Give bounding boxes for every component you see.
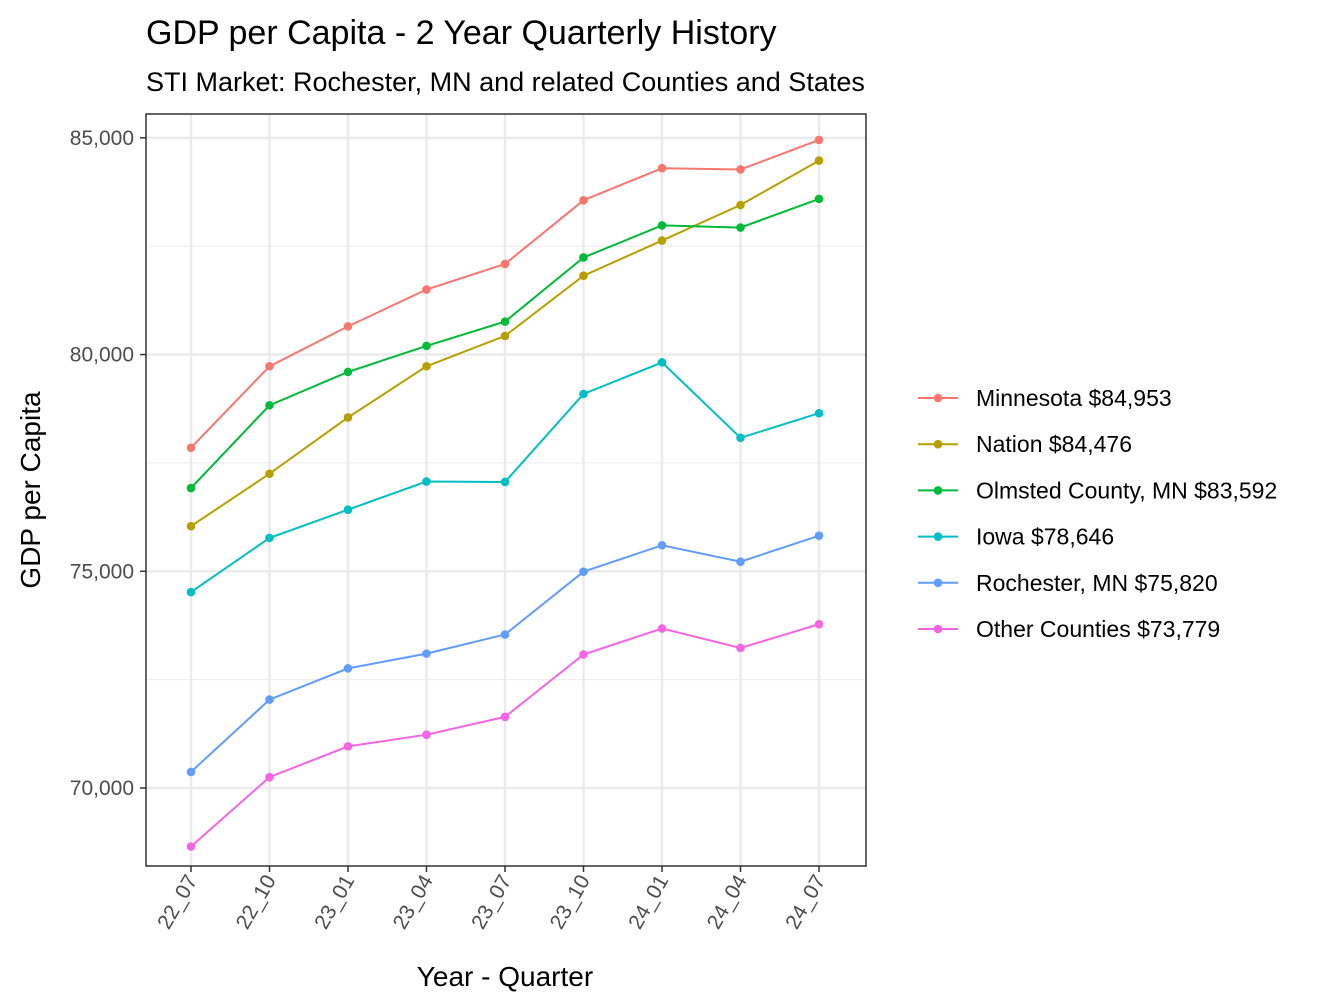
data-point <box>500 259 510 269</box>
legend-label: Nation $84,476 <box>976 431 1132 457</box>
legend-label: Olmsted County, MN $83,592 <box>976 477 1277 503</box>
data-point <box>265 533 274 543</box>
legend: Minnesota $84,953 Nation $84,476 Olmsted C… <box>918 385 1277 642</box>
data-point <box>814 135 824 145</box>
data-point <box>579 650 588 659</box>
data-point <box>657 358 667 367</box>
legend-key-point <box>933 532 943 541</box>
y-axis: 70,000 75,000 80,000 85,000 <box>70 127 146 800</box>
data-point <box>814 156 824 165</box>
data-point <box>343 505 353 515</box>
data-point <box>736 223 745 232</box>
legend-label: Iowa $78,646 <box>976 524 1114 550</box>
data-point <box>186 483 196 493</box>
data-point <box>422 361 431 371</box>
legend-item: Rochester, MN $75,820 <box>918 570 1218 596</box>
data-point <box>343 664 353 673</box>
data-point <box>500 317 510 326</box>
legend-item: Olmsted County, MN $83,592 <box>918 477 1277 503</box>
data-point <box>657 163 667 173</box>
data-point <box>422 477 431 486</box>
data-point <box>814 408 824 418</box>
legend-key-point <box>933 624 943 634</box>
legend-key-point <box>933 486 943 495</box>
y-tick-label: 80,000 <box>70 344 134 367</box>
y-tick-label: 85,000 <box>70 127 134 150</box>
data-point <box>814 531 824 541</box>
series-nation <box>186 156 824 531</box>
legend-item: Iowa $78,646 <box>918 524 1114 550</box>
data-point <box>343 322 353 331</box>
legend-key-point <box>933 393 943 403</box>
y-axis-title: GDP per Capita <box>15 391 46 589</box>
data-point <box>500 712 510 722</box>
data-point <box>500 477 510 487</box>
data-point <box>265 772 274 782</box>
data-point <box>736 557 745 567</box>
grid <box>146 114 866 866</box>
data-point <box>186 842 196 851</box>
series-layer <box>186 135 824 851</box>
data-point <box>579 389 588 399</box>
data-point <box>186 587 196 597</box>
data-point <box>265 695 274 704</box>
legend-item: Minnesota $84,953 <box>918 385 1172 411</box>
data-point <box>579 271 588 280</box>
legend-label: Other Counties $73,779 <box>976 616 1220 642</box>
panel-border <box>145 113 867 867</box>
legend-key-point <box>933 439 943 449</box>
data-point <box>186 767 196 777</box>
data-point <box>657 236 667 245</box>
series-rochester-mn <box>186 531 824 777</box>
data-point <box>265 361 274 371</box>
data-point <box>422 730 431 739</box>
data-point <box>736 165 745 174</box>
legend-item: Nation $84,476 <box>918 431 1132 457</box>
legend-key-point <box>933 578 943 588</box>
data-point <box>500 331 510 341</box>
data-point <box>186 443 196 453</box>
series-olmsted-county-mn <box>186 194 824 493</box>
data-point <box>579 567 588 577</box>
y-tick-label: 70,000 <box>70 777 134 800</box>
data-point <box>265 469 274 479</box>
y-tick-label: 75,000 <box>70 560 134 583</box>
series-iowa <box>186 358 824 597</box>
data-point <box>500 630 510 639</box>
series-minnesota <box>186 135 824 453</box>
data-point <box>736 433 745 443</box>
data-point <box>657 624 667 633</box>
chart-subtitle: STI Market: Rochester, MN and related Co… <box>146 67 865 97</box>
data-point <box>814 194 824 204</box>
data-point <box>343 742 353 751</box>
data-point <box>422 285 431 294</box>
legend-label: Rochester, MN $75,820 <box>976 570 1218 596</box>
data-point <box>814 619 824 629</box>
data-point <box>265 400 274 410</box>
chart-title: GDP per Capita - 2 Year Quarterly Histor… <box>146 14 777 52</box>
legend-label: Minnesota $84,953 <box>976 385 1172 411</box>
data-point <box>343 367 353 377</box>
series-other-counties <box>186 619 824 851</box>
data-point <box>186 521 196 531</box>
data-point <box>657 540 667 550</box>
data-point <box>579 195 588 205</box>
data-point <box>657 221 667 230</box>
x-axis-title: Year - Quarter <box>417 961 593 992</box>
data-point <box>343 413 353 422</box>
data-point <box>422 341 431 351</box>
data-point <box>579 253 588 262</box>
data-point <box>422 649 431 658</box>
data-point <box>736 200 745 210</box>
legend-item: Other Counties $73,779 <box>918 616 1220 642</box>
data-point <box>736 643 745 653</box>
